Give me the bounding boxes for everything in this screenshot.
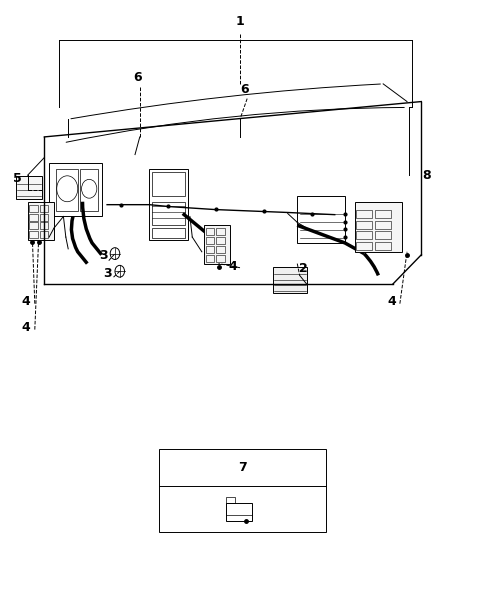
Bar (29, 214, 37, 221)
Bar (56, 169, 78, 211)
Bar (356, 210, 372, 218)
Bar (375, 231, 391, 239)
Bar (375, 242, 391, 250)
Text: 6: 6 (133, 71, 142, 84)
Text: 4: 4 (21, 321, 30, 334)
Bar (152, 202, 185, 226)
Text: 8: 8 (422, 169, 431, 182)
Bar (356, 221, 372, 229)
Text: 3: 3 (104, 267, 112, 280)
Bar (205, 246, 214, 253)
Bar (39, 223, 48, 230)
Bar (29, 205, 37, 212)
Bar (29, 231, 37, 238)
Text: 1: 1 (236, 15, 244, 28)
Text: 4: 4 (229, 260, 238, 273)
Bar (49, 163, 102, 217)
Text: 5: 5 (13, 172, 22, 185)
Bar (226, 503, 252, 520)
Text: 6: 6 (240, 83, 249, 96)
Bar (16, 176, 42, 199)
Bar (149, 169, 188, 240)
Bar (205, 229, 214, 235)
Bar (216, 246, 225, 253)
Bar (80, 169, 98, 211)
Bar (226, 497, 235, 503)
Bar (297, 196, 345, 243)
Bar (28, 202, 54, 240)
Bar (152, 228, 185, 238)
Bar (356, 231, 372, 239)
Bar (375, 221, 391, 229)
Bar (216, 237, 225, 244)
Bar (274, 266, 307, 293)
Bar (375, 210, 391, 218)
Bar (356, 242, 372, 250)
Bar (216, 255, 225, 262)
Text: 4: 4 (21, 295, 30, 308)
Bar (152, 172, 185, 196)
Bar (29, 223, 37, 230)
Bar (204, 226, 230, 263)
Bar (216, 229, 225, 235)
Bar (39, 231, 48, 238)
Bar (355, 202, 402, 252)
Bar (205, 237, 214, 244)
Bar (39, 214, 48, 221)
Bar (205, 255, 214, 262)
Text: 7: 7 (238, 461, 247, 474)
Text: 3: 3 (99, 249, 108, 262)
Bar (159, 449, 326, 532)
Text: 2: 2 (299, 262, 308, 275)
Text: 4: 4 (388, 295, 396, 308)
Bar (39, 205, 48, 212)
